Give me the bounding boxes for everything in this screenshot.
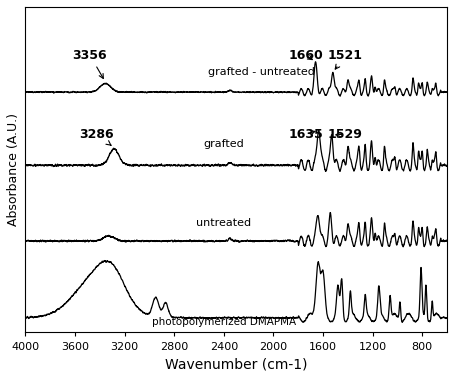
Text: grafted - untreated: grafted - untreated bbox=[207, 67, 315, 77]
Text: 1660: 1660 bbox=[288, 49, 323, 62]
Text: photopolymerized DMAPMA: photopolymerized DMAPMA bbox=[152, 318, 296, 327]
Text: untreated: untreated bbox=[196, 218, 252, 228]
Text: 1529: 1529 bbox=[328, 128, 363, 141]
Text: 3286: 3286 bbox=[79, 128, 114, 145]
X-axis label: Wavenumber (cm-1): Wavenumber (cm-1) bbox=[165, 357, 307, 371]
Text: grafted: grafted bbox=[203, 139, 244, 149]
Y-axis label: Absorbance (A.U.): Absorbance (A.U.) bbox=[7, 113, 20, 226]
Text: 1521: 1521 bbox=[328, 49, 363, 69]
Text: 1635: 1635 bbox=[288, 128, 323, 141]
Text: 3356: 3356 bbox=[73, 49, 107, 79]
